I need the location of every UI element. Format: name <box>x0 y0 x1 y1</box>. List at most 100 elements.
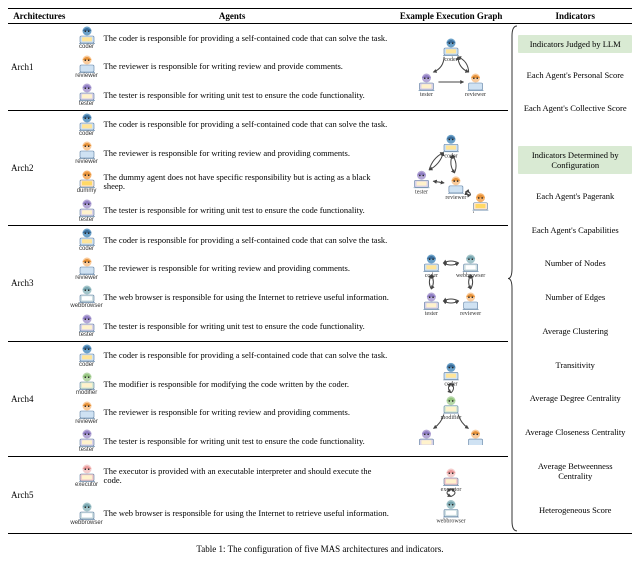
agent-label: tester <box>79 447 94 454</box>
agent-cell: webbrowser The web browser is responsibl… <box>71 495 394 534</box>
agent-cell: webbrowser The web browser is responsibl… <box>71 283 394 312</box>
reviewer-icon: reviewer <box>74 141 100 166</box>
coder-icon: coder <box>74 344 100 369</box>
arch-name: Arch3 <box>8 226 71 341</box>
table-caption: Table 1: The configuration of five MAS a… <box>8 544 632 554</box>
header-graph: Example Execution Graph <box>394 9 509 24</box>
header-agents: Agents <box>71 9 394 24</box>
svg-text:webbrowser: webbrowser <box>456 273 485 279</box>
agent-label: reviewer <box>75 73 98 80</box>
reviewer-icon: reviewer <box>74 401 100 426</box>
svg-text:reviewer: reviewer <box>460 311 481 317</box>
execution-graph: coder tester reviewer <box>394 24 509 111</box>
executor-icon: executor <box>74 464 100 489</box>
indicator-item: Heterogeneous Score <box>518 498 632 522</box>
svg-text:reviewer: reviewer <box>446 195 467 201</box>
agent-desc: The web browser is responsible for using… <box>104 509 391 518</box>
agent-desc: The coder is responsible for providing a… <box>104 120 391 129</box>
agent-label: webbrowser <box>70 520 102 527</box>
svg-text:reviewer: reviewer <box>465 92 486 98</box>
tester-icon: tester <box>74 314 100 339</box>
agent-cell: reviewer The reviewer is responsible for… <box>71 399 394 428</box>
agent-label: coder <box>79 44 94 51</box>
execution-graph: coder tester reviewer dummy <box>394 110 509 225</box>
agent-cell: reviewer The reviewer is responsible for… <box>71 53 394 82</box>
agent-desc: The tester is responsible for writing un… <box>104 91 391 100</box>
brace-cell <box>508 24 518 533</box>
dummy-icon: dummy <box>74 170 100 195</box>
coder-icon: coder <box>74 113 100 138</box>
header-architectures: Architectures <box>8 9 71 24</box>
agent-label: reviewer <box>75 159 98 166</box>
svg-text:dummy: dummy <box>471 212 489 213</box>
agent-cell: reviewer The reviewer is responsible for… <box>71 139 394 168</box>
arch-name: Arch4 <box>8 341 71 456</box>
execution-graph: coder webbrowser tester reviewer <box>394 226 509 341</box>
tester-icon: tester <box>74 429 100 454</box>
svg-text:coder: coder <box>444 57 457 63</box>
webbrowser-icon: webbrowser <box>74 285 100 310</box>
indicator-item: Transitivity <box>518 353 632 377</box>
graph-svg: coder modifier tester reviewer <box>397 353 505 445</box>
agent-cell: tester The tester is responsible for wri… <box>71 312 394 341</box>
agent-label: modifier <box>76 390 97 397</box>
indicator-item: Number of Nodes <box>518 251 632 275</box>
agent-cell: tester The tester is responsible for wri… <box>71 81 394 110</box>
indicator-item: Number of Edges <box>518 285 632 309</box>
graph-svg: coder tester reviewer dummy <box>397 123 505 213</box>
indicator-item: Average Closeness Centrality <box>518 420 632 444</box>
agent-cell: executor The executor is provided with a… <box>71 456 394 495</box>
agent-cell: modifier The modifier is responsible for… <box>71 370 394 399</box>
svg-text:executor: executor <box>441 487 462 493</box>
agent-desc: The tester is responsible for writing un… <box>104 437 391 446</box>
svg-text:webbrowser: webbrowser <box>436 518 465 524</box>
svg-text:modifier: modifier <box>441 413 462 420</box>
indicator-group-header: Indicators Determined by Configuration <box>518 146 632 174</box>
arch-name: Arch5 <box>8 456 71 533</box>
agent-label: tester <box>79 217 94 224</box>
coder-icon: coder <box>74 26 100 51</box>
agent-label: reviewer <box>75 419 98 426</box>
agent-label: coder <box>79 362 94 369</box>
agent-cell: reviewer The reviewer is responsible for… <box>71 255 394 284</box>
agent-desc: The coder is responsible for providing a… <box>104 351 391 360</box>
agent-desc: The reviewer is responsible for writing … <box>104 264 391 273</box>
indicator-item: Each Agent's Personal Score <box>518 63 632 87</box>
graph-svg: coder webbrowser tester reviewer <box>397 243 505 323</box>
svg-text:tester: tester <box>425 311 438 317</box>
coder-icon: coder <box>74 228 100 253</box>
webbrowser-icon: webbrowser <box>74 502 100 527</box>
agent-label: coder <box>79 131 94 138</box>
indicator-group-header: Indicators Judged by LLM <box>518 35 632 53</box>
agent-desc: The reviewer is responsible for writing … <box>104 62 391 71</box>
agent-label: dummy <box>77 188 97 195</box>
tester-icon: tester <box>74 83 100 108</box>
graph-svg: executor webbrowser <box>397 459 505 531</box>
svg-text:tester: tester <box>415 189 428 195</box>
agent-label: webbrowser <box>70 303 102 310</box>
agent-cell: tester The tester is responsible for wri… <box>71 427 394 456</box>
table-figure: Architectures Agents Example Execution G… <box>8 8 632 554</box>
agent-cell: dummy The dummy agent does not have spec… <box>71 168 394 197</box>
agent-cell: coder The coder is responsible for provi… <box>71 110 394 139</box>
agent-desc: The reviewer is responsible for writing … <box>104 408 391 417</box>
indicator-item: Average Clustering <box>518 319 632 343</box>
agent-label: tester <box>79 101 94 108</box>
agent-desc: The executor is provided with an executa… <box>104 467 391 486</box>
agent-label: reviewer <box>75 275 98 282</box>
reviewer-icon: reviewer <box>74 55 100 80</box>
agent-desc: The modifier is responsible for modifyin… <box>104 380 391 389</box>
agent-cell: coder The coder is responsible for provi… <box>71 226 394 255</box>
agent-desc: The web browser is responsible for using… <box>104 293 391 302</box>
indicator-item: Average Betweenness Centrality <box>518 454 632 488</box>
agent-label: coder <box>79 246 94 253</box>
arch-name: Arch2 <box>8 110 71 225</box>
svg-text:coder: coder <box>425 273 438 279</box>
agent-desc: The tester is responsible for writing un… <box>104 322 391 331</box>
agent-label: executor <box>75 482 98 489</box>
execution-graph: coder modifier tester reviewer <box>394 341 509 456</box>
agent-label: tester <box>79 332 94 339</box>
agent-desc: The coder is responsible for providing a… <box>104 34 391 43</box>
indicator-item: Each Agent's Pagerank <box>518 184 632 208</box>
graph-svg: coder tester reviewer <box>397 27 505 107</box>
